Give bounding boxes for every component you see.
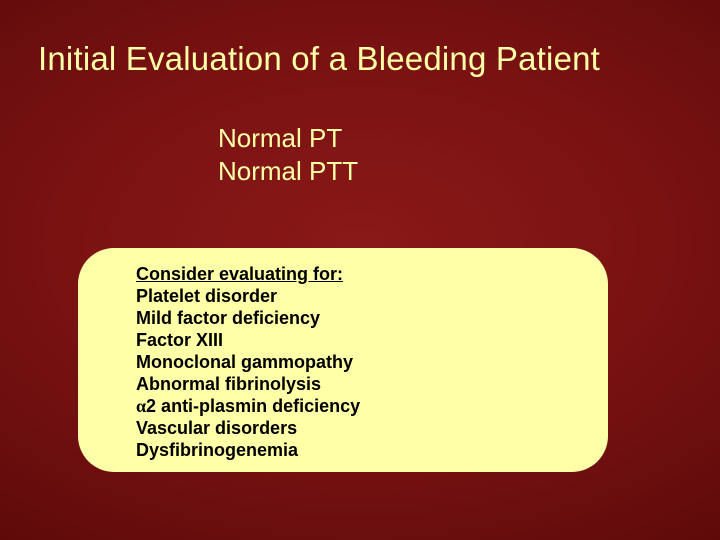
subhead-line-1: Normal PT — [218, 122, 358, 155]
subhead-block: Normal PT Normal PTT — [218, 122, 358, 187]
slide: Initial Evaluation of a Bleeding Patient… — [0, 0, 720, 540]
list-item: Factor XIII — [136, 330, 574, 352]
list-item: Abnormal fibrinolysis — [136, 374, 574, 396]
list-item: Dysfibrinogenemia — [136, 440, 574, 462]
slide-title: Initial Evaluation of a Bleeding Patient — [38, 40, 682, 78]
subhead-line-2: Normal PTT — [218, 155, 358, 188]
list-item-text: 2 anti-plasmin deficiency — [146, 396, 360, 416]
panel-heading: Consider evaluating for: — [136, 264, 574, 285]
list-item: α2 anti-plasmin deficiency — [136, 396, 574, 418]
panel-list: Platelet disorder Mild factor deficiency… — [136, 286, 574, 462]
list-item: Platelet disorder — [136, 286, 574, 308]
list-item: Mild factor deficiency — [136, 308, 574, 330]
list-item: Monoclonal gammopathy — [136, 352, 574, 374]
content-panel: Consider evaluating for: Platelet disord… — [78, 248, 608, 472]
list-item: Vascular disorders — [136, 418, 574, 440]
